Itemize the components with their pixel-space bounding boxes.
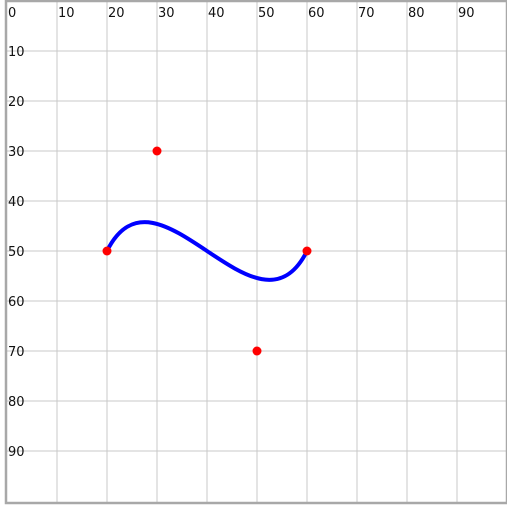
x-tick-label-30: 30 bbox=[158, 6, 175, 21]
control-point-4[interactable] bbox=[302, 246, 312, 256]
x-tick-label-80: 80 bbox=[408, 6, 425, 21]
control-points bbox=[102, 146, 312, 356]
control-point-1[interactable] bbox=[102, 246, 112, 256]
y-tick-label-90: 90 bbox=[8, 445, 25, 460]
x-tick-label-10: 10 bbox=[58, 6, 75, 21]
x-tick-label-60: 60 bbox=[308, 6, 325, 21]
tick-labels: 0 10 20 30 40 50 60 70 80 90 10 20 30 40 50 60 70 80 90 bbox=[8, 6, 475, 460]
y-tick-label-60: 60 bbox=[8, 295, 25, 310]
y-tick-label-30: 30 bbox=[8, 145, 25, 160]
y-tick-label-70: 70 bbox=[8, 345, 25, 360]
x-tick-label-0: 0 bbox=[8, 6, 16, 21]
plot-frame bbox=[4, 0, 507, 505]
grid-lines bbox=[7, 1, 507, 503]
control-point-2[interactable] bbox=[152, 146, 162, 156]
y-tick-label-80: 80 bbox=[8, 395, 25, 410]
x-tick-label-50: 50 bbox=[258, 6, 275, 21]
bezier-curve bbox=[105, 220, 309, 282]
x-tick-label-40: 40 bbox=[208, 6, 225, 21]
x-tick-label-20: 20 bbox=[108, 6, 125, 21]
plot-border bbox=[4, 0, 507, 505]
y-tick-label-10: 10 bbox=[8, 45, 25, 60]
y-tick-label-50: 50 bbox=[8, 245, 25, 260]
bezier-curve-layer bbox=[105, 220, 309, 282]
x-tick-label-90: 90 bbox=[458, 6, 475, 21]
y-tick-label-40: 40 bbox=[8, 195, 25, 210]
control-point-3[interactable] bbox=[252, 346, 262, 356]
x-tick-label-70: 70 bbox=[358, 6, 375, 21]
y-tick-label-20: 20 bbox=[8, 95, 25, 110]
